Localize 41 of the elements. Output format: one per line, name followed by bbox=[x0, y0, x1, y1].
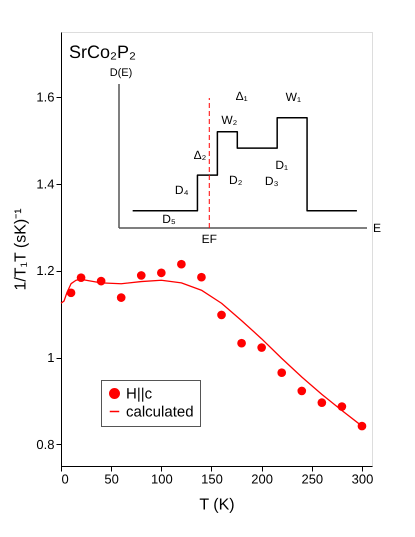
annotation: W₂ bbox=[221, 113, 238, 127]
x-tick-label: 100 bbox=[150, 472, 173, 486]
point bbox=[217, 310, 226, 320]
annotation: D₅ bbox=[162, 212, 176, 226]
point bbox=[116, 293, 126, 302]
point bbox=[237, 338, 246, 348]
annotation: D₄ bbox=[174, 183, 189, 197]
x-tick-label: 200 bbox=[251, 472, 273, 486]
annotation: W₁ bbox=[286, 90, 301, 104]
annotation: D₃ bbox=[264, 174, 279, 188]
y-axis-title: 1/T₁T (sK)⁻¹ bbox=[12, 208, 30, 291]
x-tick-label: 150 bbox=[201, 472, 223, 486]
point bbox=[297, 386, 306, 396]
point bbox=[177, 260, 186, 269]
point bbox=[257, 343, 266, 352]
point bbox=[318, 398, 326, 407]
annotation: EF bbox=[202, 232, 217, 246]
y-tick-label: 0.8 bbox=[36, 436, 54, 452]
annotation: D₂ bbox=[229, 173, 243, 187]
y-tick-label: 1.4 bbox=[36, 176, 54, 192]
point bbox=[277, 368, 286, 378]
legend-label: calculated bbox=[126, 404, 194, 420]
annotation: Δ₁ bbox=[236, 89, 248, 103]
x-axis-title: T (K) bbox=[199, 496, 235, 514]
y-tick-label: 1.6 bbox=[36, 90, 54, 105]
point bbox=[197, 272, 206, 282]
point bbox=[136, 271, 146, 280]
y-axis-title: D(E) bbox=[110, 67, 132, 79]
point bbox=[156, 268, 166, 278]
y-tick-label: 1 bbox=[47, 350, 54, 365]
x-axis-title: E bbox=[373, 221, 382, 235]
annotation: Δ₂ bbox=[194, 148, 207, 162]
x-tick-label: 50 bbox=[104, 472, 119, 486]
annotation: D₁ bbox=[275, 158, 288, 172]
text: SrCo₂P₂ bbox=[69, 42, 136, 62]
point bbox=[66, 288, 76, 298]
x-tick-label: 250 bbox=[301, 472, 324, 486]
legend-label: H||c bbox=[126, 386, 153, 402]
x-tick-label: 0 bbox=[62, 472, 69, 486]
x-tick-label: 300 bbox=[352, 472, 374, 486]
y-tick-label: 1.2 bbox=[36, 263, 54, 278]
